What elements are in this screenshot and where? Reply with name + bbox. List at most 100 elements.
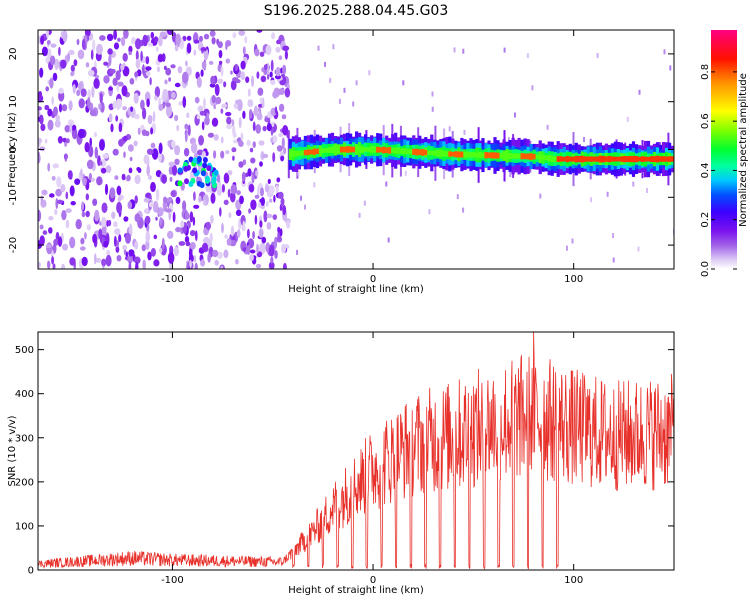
noise-cell (39, 235, 45, 246)
x-tick-label: -100 (161, 575, 184, 586)
ridge-cell (517, 153, 521, 159)
ridge-cell (343, 146, 347, 153)
sparse-cell (463, 129, 466, 135)
ridge-cell (487, 152, 491, 159)
sparse-cell (531, 85, 534, 91)
noise-cell (268, 185, 275, 195)
sparse-cell (338, 98, 341, 104)
ridge-cell (324, 148, 329, 153)
noise-cell (190, 242, 196, 250)
noise-cell (48, 216, 54, 221)
noise-cell (62, 137, 67, 143)
sparse-cell (329, 77, 332, 83)
ridge-cell (403, 148, 407, 155)
ridge-cell (385, 147, 389, 154)
noise-cell (147, 42, 153, 47)
ridge-cell (511, 153, 515, 159)
snr-series-line (38, 332, 674, 570)
noise-cell (230, 192, 236, 203)
blob-cell (213, 169, 219, 176)
chart-title: S196.2025.288.04.45.G03 (264, 3, 449, 19)
ridge-cell (625, 156, 629, 163)
noise-cell (272, 214, 278, 221)
ridge-cell (595, 156, 599, 162)
ridge-cell (430, 150, 434, 156)
noise-cell (86, 159, 94, 170)
ridge-cell (671, 156, 674, 162)
ridge-cell (571, 156, 575, 162)
noise-cell (186, 35, 192, 41)
noise-cell (210, 75, 216, 85)
noise-cell (137, 167, 142, 173)
noise-cell (144, 208, 149, 214)
noise-cell (72, 84, 76, 94)
noise-cell (69, 257, 76, 266)
ridge-cell (376, 146, 380, 153)
noise-cell (87, 97, 91, 109)
noise-cell (164, 79, 168, 85)
noise-cell (49, 77, 54, 89)
noise-cell (269, 198, 273, 203)
noise-cell (240, 71, 246, 81)
blob-cell (192, 157, 198, 164)
noise-cell (247, 168, 252, 177)
noise-cell (219, 207, 222, 217)
noise-cell (278, 132, 283, 138)
noise-cell (170, 91, 176, 99)
sparse-cell (300, 195, 302, 201)
ridge-cell (460, 151, 464, 158)
ridge-cell (466, 151, 470, 158)
noise-cell (128, 51, 132, 56)
noise-cell (206, 112, 210, 119)
noise-cell (211, 37, 216, 45)
noise-cell (168, 166, 174, 175)
noise-cell (150, 247, 156, 257)
noise-cell (45, 30, 49, 39)
noise-cell (112, 77, 118, 87)
ridge-cell (361, 146, 365, 153)
x-tick-label: 0 (370, 274, 376, 285)
noise-cell (122, 135, 128, 142)
ridge-cell (484, 152, 488, 159)
ridge-cell (598, 155, 602, 163)
noise-cell (46, 40, 51, 45)
x-tick-label: 100 (564, 575, 583, 586)
noise-cell (209, 83, 216, 88)
ridge-cell (346, 146, 350, 153)
noise-cell (185, 60, 188, 67)
sparse-cell (583, 137, 585, 142)
noise-cell (184, 212, 190, 220)
blob-cell (196, 156, 202, 163)
noise-cell (261, 153, 269, 159)
ridge-cell (297, 150, 301, 156)
x-tick-label: -100 (161, 274, 184, 285)
noise-cell (147, 114, 153, 125)
noise-cell (226, 116, 232, 125)
noise-cell (278, 88, 285, 95)
noise-cell (171, 140, 176, 149)
ridge-cell (327, 147, 332, 153)
noise-cell (171, 32, 177, 43)
ridge-cell (586, 156, 590, 162)
noise-cell (61, 263, 66, 269)
ridge-cell (367, 147, 371, 152)
noise-cell (256, 243, 259, 254)
noise-cell (103, 240, 109, 248)
noise-cell (199, 35, 203, 43)
noise-cell (279, 80, 286, 86)
noise-cell (225, 58, 231, 64)
noise-cell (165, 67, 172, 76)
snr-xlabel: Height of straight line (km) (288, 585, 424, 596)
noise-cell (190, 142, 198, 154)
noise-cell (133, 113, 140, 120)
sparse-cell (462, 48, 465, 54)
noise-cell (85, 193, 90, 201)
noise-cell (58, 46, 61, 57)
noise-cell (266, 200, 269, 208)
noise-cell (47, 162, 51, 172)
noise-cell (82, 177, 87, 187)
noise-cell (114, 228, 121, 236)
noise-cell (167, 140, 171, 147)
noise-cell (198, 195, 202, 203)
noise-cell (232, 131, 237, 138)
